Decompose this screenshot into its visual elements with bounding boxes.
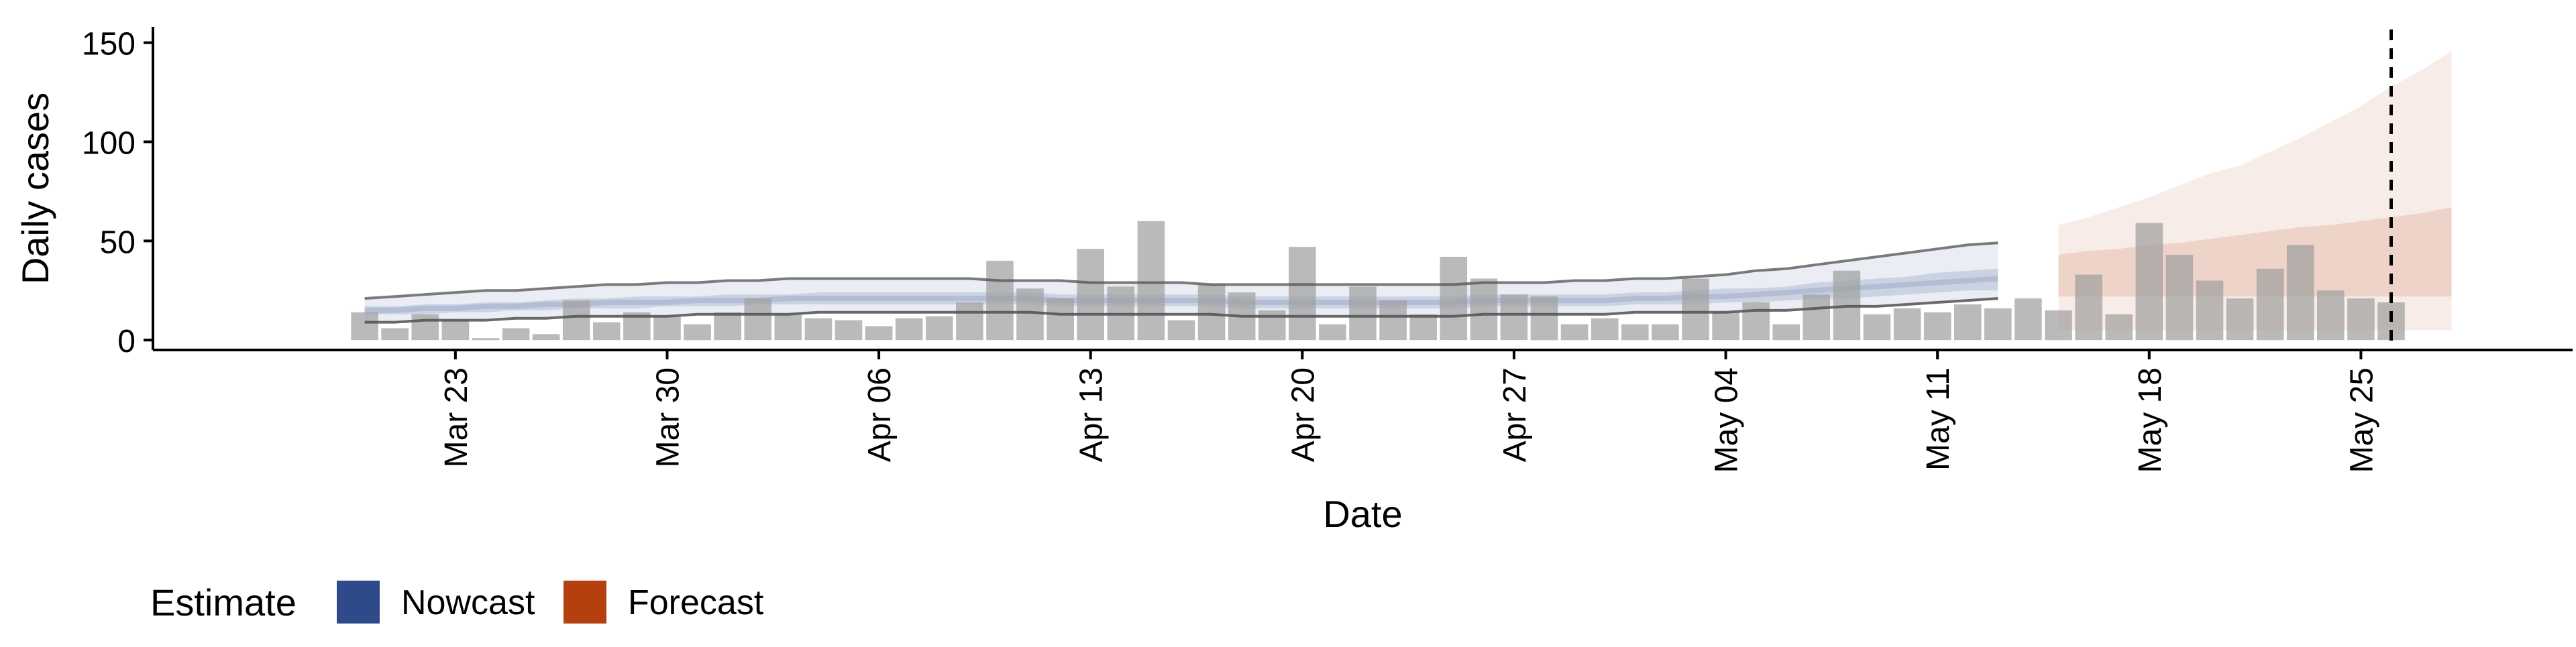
observed-bar [986, 260, 1014, 341]
legend-key-forecast [564, 581, 606, 624]
observed-bar [1742, 302, 1770, 341]
observed-bar [1530, 296, 1558, 341]
x-tick-label: Mar 23 [439, 367, 474, 467]
observed-bar [411, 314, 439, 341]
observed-bar [1137, 221, 1165, 341]
observed-bar [1682, 278, 1709, 341]
observed-bar [1621, 324, 1649, 341]
observed-bar [441, 320, 470, 341]
observed-bar [2286, 245, 2314, 341]
observed-bar [1803, 294, 1831, 341]
observed-bar [1500, 294, 1528, 341]
legend-title: Estimate [150, 581, 297, 624]
y-tick-label: 100 [82, 126, 136, 162]
observed-bar [744, 298, 772, 341]
x-axis-title: Date [1323, 493, 1402, 535]
observed-bar [1923, 312, 1951, 341]
x-tick-label: Apr 20 [1285, 367, 1321, 462]
observed-bar [2196, 280, 2224, 341]
observed-bar [926, 316, 953, 341]
observed-bar [1289, 247, 1316, 341]
legend: Estimate Nowcast Forecast [150, 581, 764, 624]
observed-bar [2317, 290, 2345, 341]
observed-bar [2075, 274, 2102, 341]
observed-bar [351, 312, 378, 341]
axes [144, 27, 2573, 359]
x-tick-label: Mar 30 [651, 367, 686, 467]
observed-bar [2256, 268, 2284, 341]
observed-bar [1470, 278, 1498, 341]
observed-bar [1167, 320, 1195, 341]
x-tick-label: Apr 27 [1497, 367, 1533, 462]
nowcast-median [364, 276, 1998, 313]
observed-bar [835, 320, 863, 341]
legend-label-nowcast: Nowcast [401, 583, 535, 622]
observed-bar [1591, 318, 1619, 341]
nowcast-outline [364, 241, 1998, 324]
observed-bar [502, 328, 530, 341]
observed-bar [653, 316, 681, 341]
observed-bar [1772, 324, 1800, 341]
legend-key-nowcast [337, 581, 380, 624]
legend-label-forecast: Forecast [628, 583, 764, 622]
observed-bar [2135, 223, 2163, 341]
observed-bar [1349, 286, 1377, 341]
observed-bar [472, 338, 500, 341]
y-tick-label: 50 [100, 225, 136, 260]
observed-bar [1893, 308, 1921, 341]
observed-bar [1984, 308, 2012, 341]
observed-bar [1379, 300, 1407, 341]
nowcast-band-90 [364, 243, 1998, 322]
observed-bar [956, 302, 983, 341]
observed-bar [1560, 324, 1589, 341]
observed-bar [1863, 314, 1891, 341]
observed-bar [2045, 310, 2072, 341]
observed-bar [895, 318, 923, 341]
observed-bar [381, 328, 409, 341]
x-tick-label: May 18 [2133, 367, 2168, 473]
observed-bar [684, 324, 711, 341]
observed-bar [2015, 298, 2042, 341]
nowcast-upper-line [364, 241, 1998, 300]
observed-bar [1409, 314, 1437, 341]
tick-labels: 0 50 100 150 Mar 23 Mar 30 Apr 06 Apr 13 Apr 20 A… [82, 27, 2379, 473]
observed-bar [1440, 257, 1468, 341]
observed-bar [1077, 249, 1104, 341]
observed-bar [1319, 324, 1346, 341]
observed-bar [1652, 324, 1679, 341]
observed-bar [2226, 298, 2254, 341]
x-tick-label: May 11 [1921, 367, 1956, 471]
observed-bar [774, 314, 802, 341]
observed-bar [532, 334, 560, 341]
observed-bar [2165, 255, 2194, 341]
observed-bar [1712, 312, 1739, 341]
observed-bar [714, 312, 741, 341]
observed-bar [2105, 314, 2133, 341]
observed-bar [593, 322, 621, 341]
x-tick-label: Apr 13 [1074, 367, 1110, 462]
observed-bar [1954, 304, 1982, 341]
observed-bar [2347, 298, 2375, 341]
x-tick-label: Apr 06 [862, 367, 898, 462]
observed-bar [1016, 288, 1044, 341]
observed-bar [1197, 284, 1226, 341]
observed-bar [865, 326, 893, 341]
observed-bar [804, 318, 833, 341]
observed-bar [1258, 310, 1286, 341]
x-tick-label: May 25 [2344, 367, 2379, 473]
y-axis-title: Daily cases [14, 93, 56, 284]
y-tick-label: 150 [82, 27, 136, 62]
nowcast-lower-line [364, 297, 1998, 324]
y-tick-label: 0 [117, 324, 136, 359]
observed-bar [1046, 298, 1074, 341]
observed-bars [351, 221, 2405, 341]
observed-bar [562, 300, 590, 341]
x-tick-label: May 04 [1709, 367, 1745, 473]
nowcast-band-50 [364, 268, 1998, 314]
